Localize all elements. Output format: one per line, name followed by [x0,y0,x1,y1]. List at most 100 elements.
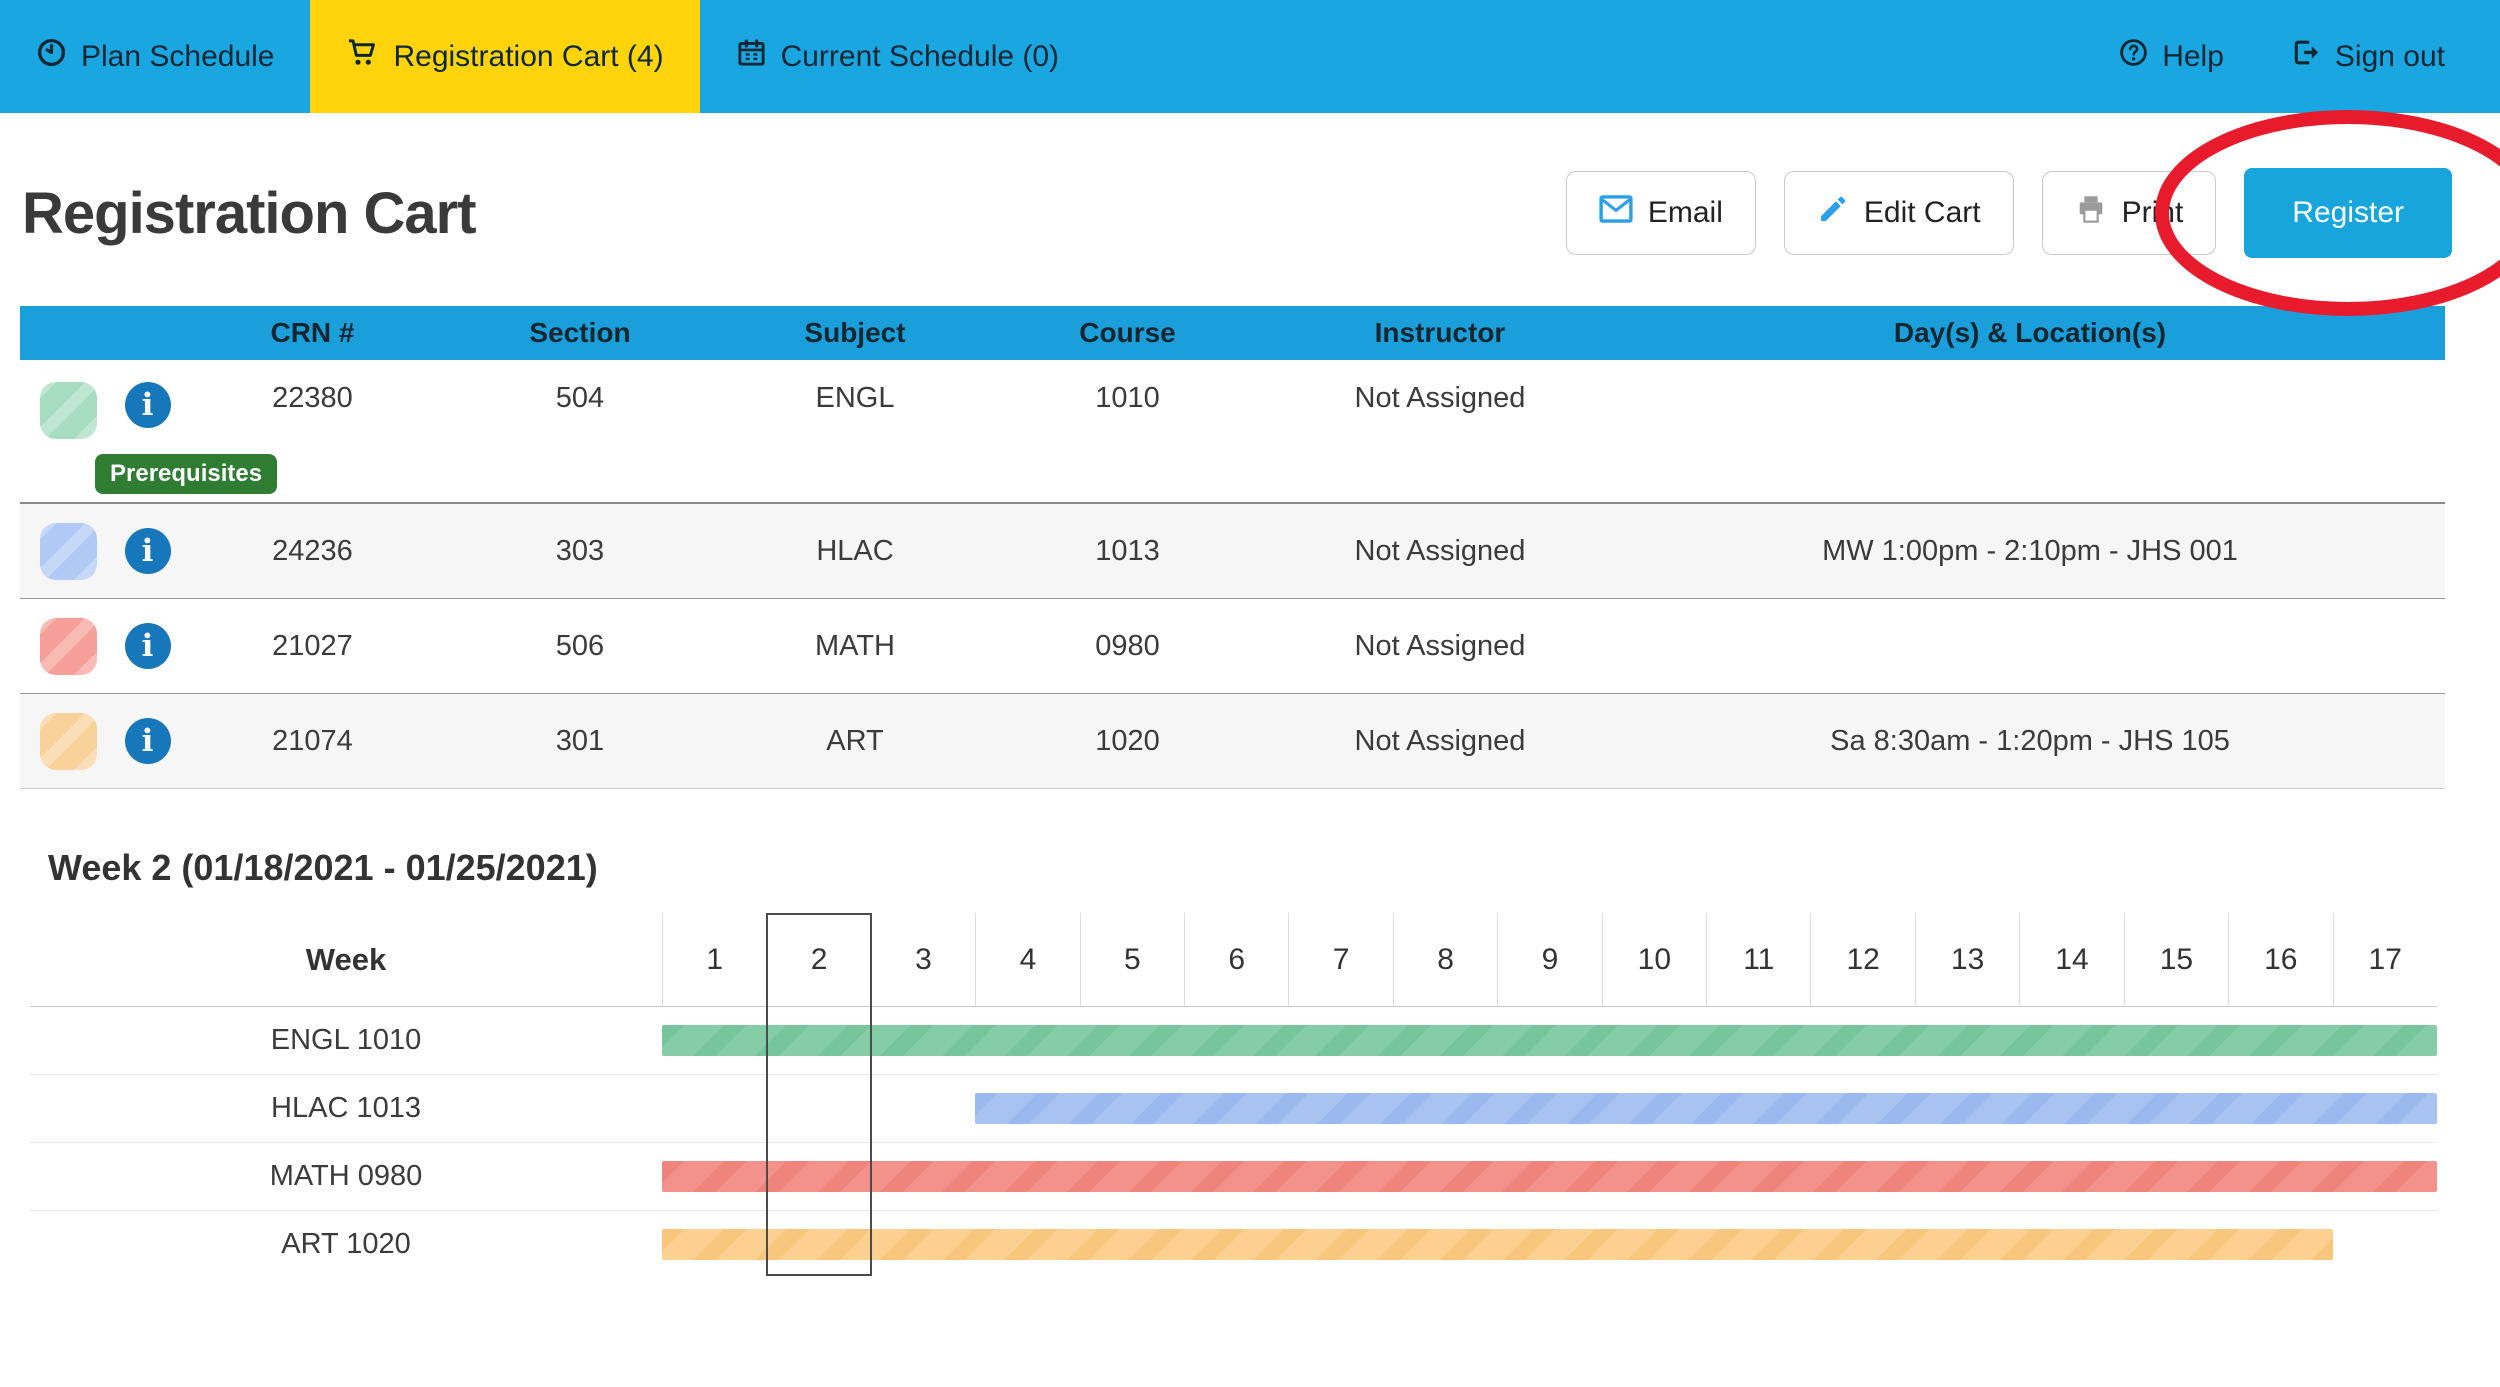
week-column-header[interactable]: 16 [2228,913,2332,1006]
course-week-bar [662,1161,2437,1192]
chart-row: HLAC 1013 [30,1075,2437,1143]
week-column-header[interactable]: 9 [1497,913,1601,1006]
week-column-header[interactable]: 8 [1392,913,1497,1006]
table-row: i 22380 504 ENGL 1010 Not Assigned Prerequisit… [20,360,2445,504]
week-column-header[interactable]: 7 [1288,913,1392,1006]
col-crn: CRN # [270,317,355,348]
col-section: Section [529,317,631,348]
course-week-bar [662,1025,2437,1056]
sign-out-link[interactable]: Sign out [2290,37,2445,76]
cell-crn: 21027 [272,629,353,662]
week-heading: Week 2 (01/18/2021 - 01/25/2021) [48,847,598,888]
col-course: Course [1079,317,1176,348]
page-header: Registration Cart Email Edit Cart [0,110,2500,316]
course-week-bar [662,1229,2333,1260]
course-color-swatch [40,522,97,580]
cell-section: 301 [555,724,605,757]
tab-label: Plan Schedule [81,39,275,73]
envelope-icon [1599,194,1633,232]
chart-track [662,1143,2437,1210]
chart-row: ART 1020 [30,1211,2437,1278]
tab-current-schedule[interactable]: Current Schedule (0) [700,0,1095,113]
week-column-header[interactable]: 5 [1079,913,1184,1006]
chart-track [662,1211,2437,1278]
sign-out-icon [2290,37,2322,76]
edit-cart-label: Edit Cart [1863,196,1981,229]
table-row: i 21027 506 MATH 0980 Not Assigned [20,599,2445,694]
week-gantt-chart: Week 1 2 3 4 5 6 7 8 9 10 11 12 13 14 15 16 17 ENGL 1010… [30,913,2437,1278]
cell-crn: 24236 [272,534,353,567]
course-color-swatch [40,617,97,675]
week-column-header[interactable]: 11 [1706,913,1810,1006]
week-column-header[interactable]: 2 [766,913,870,1006]
cell-instructor: Not Assigned [1354,724,1526,757]
course-week-bar [975,1093,2437,1124]
chart-track [662,1075,2437,1142]
week-column-header[interactable]: 13 [1914,913,2019,1006]
week-column-header[interactable]: 1 [662,913,766,1006]
cell-days: Sa 8:30am - 1:20pm - JHS 105 [1830,724,2230,757]
prerequisites-badge: Prerequisites [95,454,278,494]
week-column-header[interactable]: 17 [2332,913,2437,1006]
cell-section: 506 [555,629,605,662]
info-icon[interactable]: i [124,382,171,428]
week-column-header[interactable]: 4 [975,913,1079,1006]
nav-right: Help Sign out [2118,0,2500,113]
email-button[interactable]: Email [1565,171,1756,255]
cell-course: 1013 [1095,534,1160,567]
help-link[interactable]: Help [2118,37,2224,76]
info-icon[interactable]: i [124,528,171,574]
cell-crn: 21074 [272,724,353,757]
info-icon[interactable]: i [124,623,171,669]
week-column-header[interactable]: 15 [2123,913,2228,1006]
email-label: Email [1647,196,1723,229]
week-column-header[interactable]: 3 [870,913,975,1006]
cell-section: 303 [555,534,605,567]
cell-crn: 22380 [272,382,353,414]
calendar-icon [736,37,767,76]
cell-course: 0980 [1095,629,1160,662]
pencil-icon [1817,193,1849,233]
cell-subject: MATH [814,629,895,662]
registration-cart-table: CRN # Section Subject Course Instructor … [20,306,2445,789]
cell-subject: ART [826,724,884,757]
table-header-row: CRN # Section Subject Course Instructor … [20,306,2445,360]
cell-subject: ENGL [815,382,895,414]
chart-row-label: ENGL 1010 [270,1024,422,1056]
cell-subject: HLAC [816,534,894,567]
chart-row-label: ART 1020 [281,1228,411,1260]
week-chart-header: Week 1 2 3 4 5 6 7 8 9 10 11 12 13 14 15 16 17 [30,913,2437,1007]
cell-course: 1010 [1095,382,1160,414]
tab-label: Registration Cart (4) [393,39,664,73]
register-label: Register [2292,196,2404,229]
printer-icon [2075,193,2107,233]
edit-cart-button[interactable]: Edit Cart [1783,171,2014,255]
table-row: i 24236 303 HLAC 1013 Not Assigned MW 1:00pm -… [20,504,2445,599]
week-column-header[interactable]: 14 [2019,913,2123,1006]
cell-course: 1020 [1095,724,1160,757]
register-button[interactable]: Register [2155,110,2500,316]
sign-out-label: Sign out [2334,39,2445,73]
week-column-header[interactable]: 12 [1810,913,1914,1006]
clock-icon [36,37,67,76]
print-label: Print [2121,196,2184,229]
cell-instructor: Not Assigned [1354,534,1526,567]
week-column-header[interactable]: 6 [1184,913,1288,1006]
week-column-header[interactable]: 10 [1601,913,1706,1006]
help-icon [2118,37,2149,76]
help-label: Help [2162,39,2224,73]
chart-row-label: HLAC 1013 [271,1092,421,1124]
tab-registration-cart[interactable]: Registration Cart (4) [310,0,700,113]
print-button[interactable]: Print [2041,171,2217,255]
info-icon[interactable]: i [124,718,171,764]
col-subject: Subject [804,317,906,348]
cart-icon [346,37,379,76]
cell-instructor: Not Assigned [1354,629,1526,662]
course-color-swatch [40,382,97,439]
tab-plan-schedule[interactable]: Plan Schedule [0,0,310,113]
top-nav: Plan Schedule Registration Cart (4) Curr… [0,0,2500,113]
toolbar: Email Edit Cart Print Register [1565,110,2500,316]
col-days: Day(s) & Location(s) [1893,317,2167,348]
cell-section: 504 [555,382,605,414]
chart-row-label: MATH 0980 [269,1160,423,1192]
